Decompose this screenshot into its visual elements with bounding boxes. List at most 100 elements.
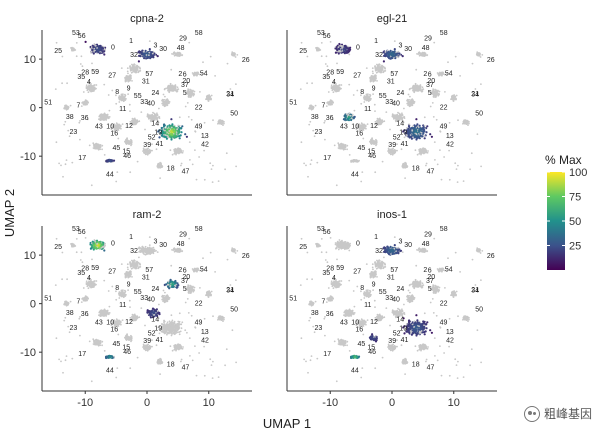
cell-point [133, 121, 136, 124]
cell-point [361, 123, 364, 126]
cluster-label: 30 [159, 46, 167, 53]
cell-point [190, 118, 193, 121]
cell-point [180, 150, 182, 153]
cell-point [170, 136, 173, 139]
cell-point [371, 142, 374, 144]
cell-point [117, 137, 120, 140]
cell-point [336, 48, 339, 52]
cell-point [233, 54, 236, 57]
cell-point [148, 151, 151, 154]
cell-point [432, 92, 435, 95]
cluster-label: 54 [200, 71, 208, 78]
cell-point [103, 53, 106, 56]
cell-point [349, 48, 352, 51]
cell-point [60, 164, 62, 167]
cell-point [202, 61, 204, 64]
cell-point [155, 148, 158, 151]
cell-point [403, 136, 406, 139]
cell-point [209, 97, 212, 99]
cell-point [350, 117, 353, 120]
cell-point [105, 159, 108, 162]
cell-point [87, 91, 90, 94]
cell-point [203, 121, 206, 124]
cell-point [103, 83, 106, 86]
cell-point [396, 52, 399, 55]
points-group [299, 40, 484, 187]
cell-point [159, 161, 162, 164]
cell-point [70, 47, 72, 49]
cell-point [157, 116, 160, 118]
cell-point [392, 150, 395, 153]
cell-point [99, 48, 102, 52]
cell-point [198, 156, 201, 158]
cell-point [209, 162, 212, 165]
cell-point [92, 142, 95, 145]
cell-point [169, 82, 172, 85]
cell-point [103, 116, 105, 118]
cell-point [177, 88, 180, 90]
cluster-label: 17 [78, 155, 86, 162]
cell-point [163, 132, 166, 135]
cell-point [432, 94, 435, 97]
cell-point [147, 150, 150, 153]
cluster-label: 51 [44, 100, 52, 107]
cell-point [122, 100, 125, 103]
cell-point [91, 85, 93, 88]
cell-point [236, 54, 239, 56]
cell-point [203, 149, 206, 152]
cell-point [148, 48, 151, 51]
cell-point [168, 101, 170, 103]
cell-point [164, 102, 167, 105]
cell-point [104, 48, 106, 51]
cell-point [140, 111, 143, 113]
cell-point [91, 90, 94, 93]
cell-point [130, 68, 133, 71]
cell-point [169, 130, 173, 133]
cell-point [422, 130, 425, 133]
cell-point [115, 126, 117, 129]
cell-point [144, 53, 147, 56]
cell-point [137, 60, 140, 63]
cluster-label: 26 [242, 57, 250, 64]
cluster-label: 32 [130, 52, 138, 59]
cell-point [128, 141, 131, 144]
cell-point [97, 143, 100, 146]
cluster-label: 58 [195, 30, 203, 37]
cell-point [340, 146, 343, 149]
cell-point [146, 113, 149, 116]
cell-point [168, 130, 171, 132]
cell-point [136, 160, 139, 163]
cell-point [168, 91, 171, 94]
cell-point [429, 133, 432, 136]
cell-point [148, 54, 150, 57]
cell-point [423, 124, 426, 127]
cluster-label: 31 [142, 78, 150, 85]
cell-point [187, 94, 190, 97]
cell-point [374, 66, 377, 69]
cluster-label: 38 [66, 114, 74, 121]
cell-point [210, 168, 213, 171]
cell-point [169, 88, 172, 91]
cell-point [220, 121, 222, 123]
cell-point [127, 80, 130, 83]
cell-point [388, 151, 390, 154]
cell-point [164, 129, 166, 132]
cell-point [163, 99, 166, 101]
cell-point [203, 178, 206, 181]
cell-point [121, 123, 124, 125]
cell-point [219, 119, 222, 121]
cell-point [399, 113, 401, 116]
cell-point [106, 115, 109, 117]
cell-point [392, 54, 395, 57]
cell-point [72, 47, 75, 49]
cell-point [148, 40, 151, 42]
cell-point [152, 111, 154, 114]
cell-point [426, 54, 429, 56]
cell-point [99, 145, 102, 148]
cell-point [117, 127, 120, 129]
cell-point [145, 150, 148, 152]
cell-point [212, 164, 214, 167]
cell-point [421, 55, 424, 57]
cell-point [346, 148, 348, 151]
cell-point [96, 47, 98, 49]
